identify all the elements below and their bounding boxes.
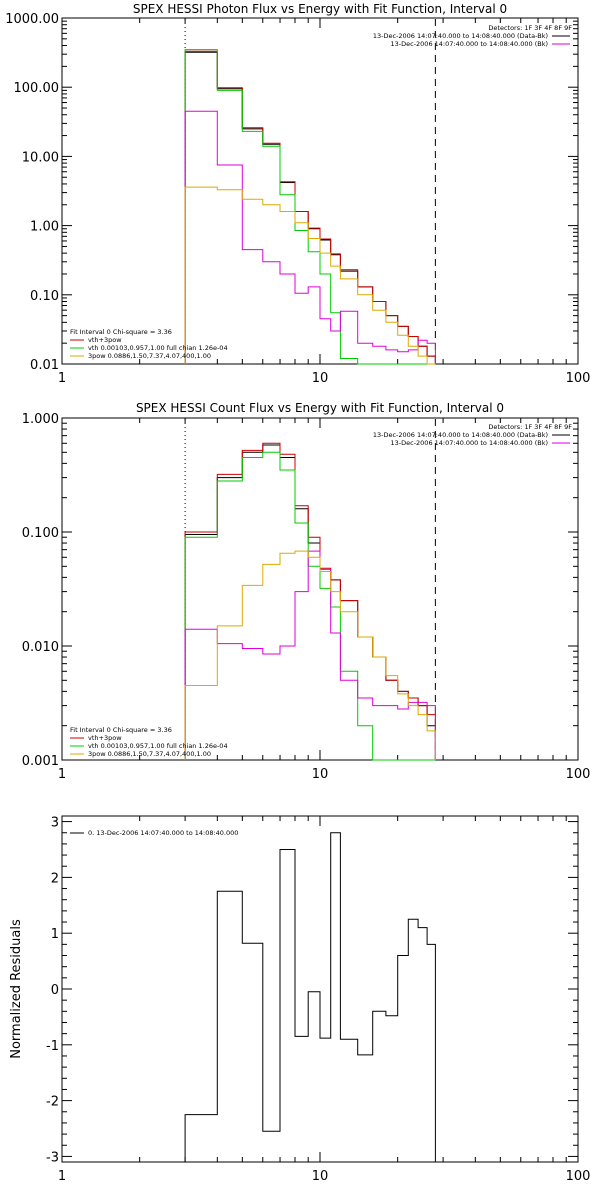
count-flux-plot-frame: [61, 417, 579, 761]
count-flux-legend-vth: vth 0.00103,0.957,1.00 full chian 1.26e-…: [88, 742, 228, 750]
photon-flux-series-3: [184, 110, 436, 364]
photon-flux-legend-bottom: Fit Interval 0 Chi-square = 3.36 vth+3po…: [70, 328, 228, 360]
residuals-plot-frame: [61, 815, 579, 1163]
residuals-y-tick-label: -2: [46, 1095, 59, 1110]
photon-flux-y-tick-label: 100.00: [14, 81, 60, 96]
photon-flux-legend-model: vth+3pow: [88, 336, 122, 344]
count-flux-x-tick-label: 1: [58, 767, 66, 782]
count-flux-series-2: [184, 451, 436, 761]
photon-flux-y-tick-label: 10.00: [22, 150, 59, 165]
count-flux-series-3: [184, 550, 436, 760]
photon-flux-legend-3pow: 3pow 0.0886,1.50,7.37,4.07,400,1.00: [88, 352, 211, 360]
count-flux-legend-model: vth+3pow: [88, 734, 122, 742]
residuals-y-tick-label: -3: [46, 1150, 59, 1165]
photon-flux-fit-interval: Fit Interval 0 Chi-square = 3.36: [70, 328, 172, 336]
count-flux-series-4: [184, 550, 436, 760]
photon-flux-title: SPEX HESSI Photon Flux vs Energy with Fi…: [133, 2, 507, 16]
photon-flux-legend-data: 13-Dec-2006 14:07:40.000 to 14:08:40.000…: [373, 32, 548, 40]
photon-flux-legend-detectors: Detectors: 1F 3F 4F 8F 9F: [488, 24, 572, 32]
count-flux-legend-bottom: Fit Interval 0 Chi-square = 3.36 vth+3po…: [70, 726, 228, 758]
count-flux-legend-detectors: Detectors: 1F 3F 4F 8F 9F: [488, 423, 572, 431]
residuals-series-0: [184, 832, 436, 1162]
count-flux-marks: 1 10 100 0.001 0.010 0.100 1.000: [22, 412, 591, 782]
residuals-y-tick-label: 3: [51, 816, 59, 831]
count-flux-legend-data: 13-Dec-2006 14:07:40.000 to 14:08:40.000…: [373, 431, 548, 439]
residuals-y-tick-label: 0: [51, 983, 59, 998]
count-flux-y-tick-label: 1.000: [22, 412, 59, 427]
residuals-y-axis-label: Normalized Residuals: [9, 919, 24, 1059]
residuals-x-tick-label: 10: [312, 1169, 329, 1184]
photon-flux-x-tick-label: 10: [312, 371, 329, 386]
count-flux-legend-bk: 13-Dec-2006 14:07:40.000 to 14:08:40.000…: [391, 439, 549, 447]
residuals-legend: 0. 13-Dec-2006 14:07:40.000 to 14:08:40.…: [70, 829, 238, 837]
photon-flux-panel: SPEX HESSI Photon Flux vs Energy with Fi…: [5, 2, 590, 386]
photon-flux-y-tick-label: 1.00: [30, 220, 59, 235]
photon-flux-series-1: [184, 50, 436, 364]
photon-flux-series-4: [184, 186, 436, 365]
residuals-marks: 1 10 100 -3 -2 -1 0 1 2 3: [46, 816, 590, 1184]
photon-flux-marks: 1 10 100 0.01 0.10 1.00 10.00 100.00 1000.00: [5, 12, 590, 386]
count-flux-series-0: [184, 444, 436, 760]
count-flux-x-tick-label: 10: [312, 767, 329, 782]
residuals-x-tick-label: 1: [58, 1169, 66, 1184]
residuals-y-tick-label: 1: [51, 927, 59, 942]
count-flux-y-tick-label: 0.010: [22, 640, 59, 655]
photon-flux-legend-vth: vth 0.00103,0.957,1.00 full chian 1.26e-…: [88, 344, 228, 352]
count-flux-y-tick-label: 0.001: [22, 754, 59, 769]
photon-flux-legend-top: Detectors: 1F 3F 4F 8F 9F 13-Dec-2006 14…: [373, 24, 572, 48]
residuals-panel: 1 10 100 -3 -2 -1 0 1 2 3 Normalized Residuals 0.…: [9, 815, 590, 1184]
photon-flux-x-tick-label: 1: [58, 371, 66, 386]
count-flux-x-tick-label: 100: [566, 767, 591, 782]
photon-flux-y-tick-label: 1000.00: [5, 12, 59, 27]
count-flux-legend-3pow: 3pow 0.0886,1.50,7.37,4.07,400,1.00: [88, 750, 211, 758]
count-flux-y-tick-label: 0.100: [22, 526, 59, 541]
residuals-x-tick-label: 100: [566, 1169, 591, 1184]
photon-flux-x-tick-label: 100: [566, 371, 591, 386]
photon-flux-y-tick-label: 0.01: [30, 358, 59, 373]
residuals-legend-entry: 0. 13-Dec-2006 14:07:40.000 to 14:08:40.…: [88, 829, 238, 837]
residuals-y-tick-label: 2: [51, 871, 59, 886]
residuals-y-tick-label: -1: [46, 1039, 59, 1054]
count-flux-panel: SPEX HESSI Count Flux vs Energy with Fit…: [22, 401, 591, 782]
count-flux-legend-top: Detectors: 1F 3F 4F 8F 9F 13-Dec-2006 14…: [373, 423, 572, 447]
count-flux-title: SPEX HESSI Count Flux vs Energy with Fit…: [136, 401, 504, 415]
count-flux-series-1: [184, 442, 436, 760]
photon-flux-y-tick-label: 0.10: [30, 289, 59, 304]
count-flux-fit-interval: Fit Interval 0 Chi-square = 3.36: [70, 726, 172, 734]
photon-flux-legend-bk: 13-Dec-2006 14:07:40.000 to 14:08:40.000…: [391, 40, 549, 48]
